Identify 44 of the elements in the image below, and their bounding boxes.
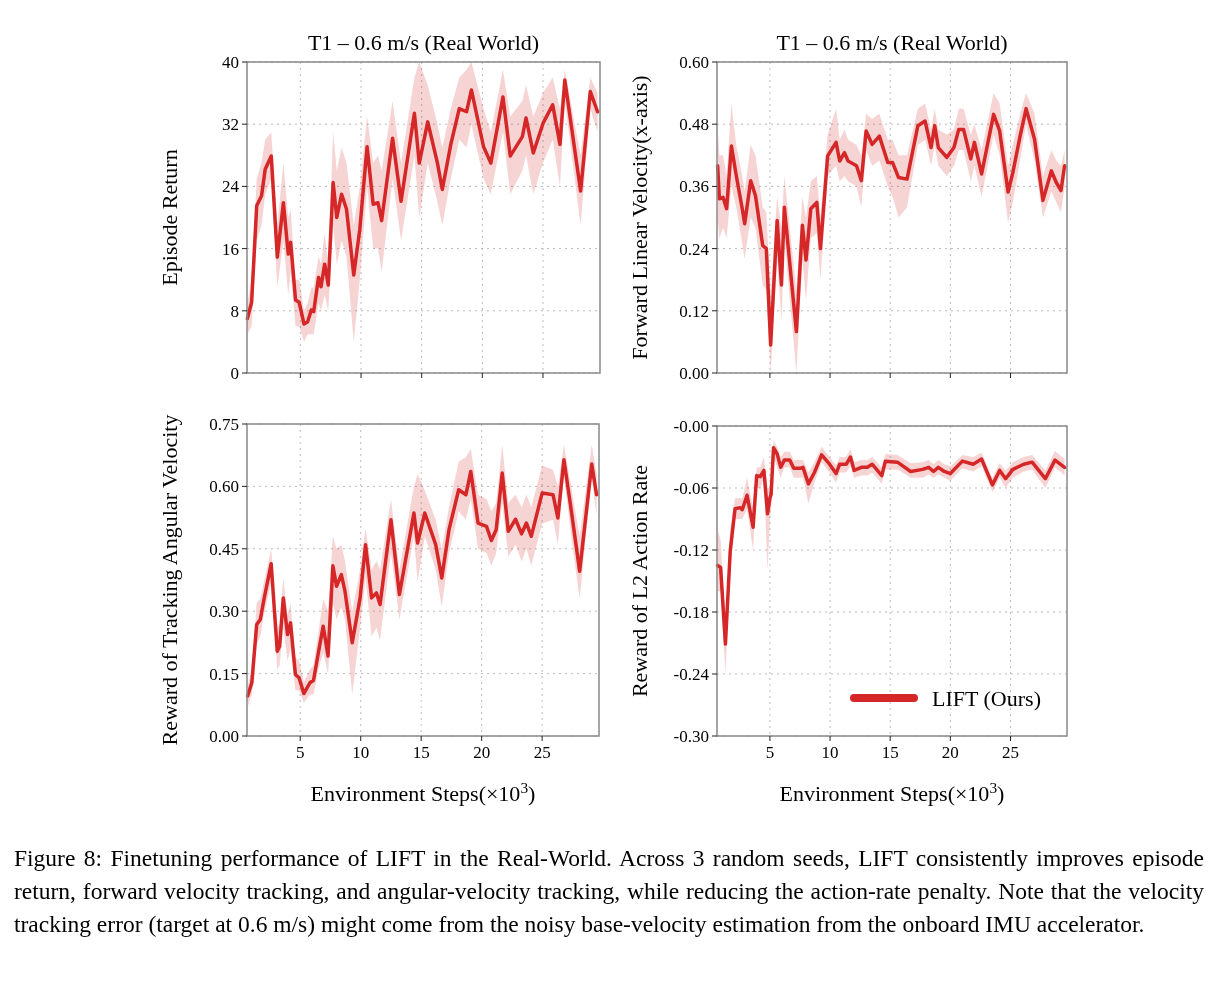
y-tick-label: 16 — [222, 239, 239, 259]
y-tick-label: 0.36 — [679, 177, 709, 197]
y-tick-label: 32 — [222, 115, 239, 135]
y-tick-label: 0.00 — [209, 726, 239, 746]
y-tick-label: 0.45 — [209, 539, 239, 559]
y-tick-label: 0 — [230, 363, 239, 383]
y-tick-label: -0.00 — [673, 416, 709, 436]
x-tick-label: 15 — [881, 743, 899, 762]
x-tick-label: 25 — [1001, 743, 1019, 762]
x-tick-label: 15 — [412, 743, 430, 762]
x-tick-label: 5 — [295, 743, 305, 762]
y-tick-label: 0.48 — [679, 115, 709, 135]
x-tick-label: 20 — [941, 743, 959, 762]
y-tick-label: -0.12 — [673, 540, 709, 560]
y-tick-label: 40 — [222, 52, 239, 72]
y-tick-label: -0.30 — [673, 726, 709, 746]
y-tick-label: 0.15 — [209, 664, 239, 684]
chart-title: T1 – 0.6 m/s (Real World) — [307, 30, 540, 55]
y-axis-title: Reward of L2 Action Rate — [627, 464, 652, 698]
y-tick-label: 0.30 — [209, 602, 239, 622]
y-tick-label: 24 — [222, 177, 240, 197]
y-axis-title: Forward Linear Velocity(x-axis) — [627, 75, 652, 360]
y-tick-label: 0.12 — [679, 301, 709, 321]
x-tick-label: 20 — [473, 743, 491, 762]
x-tick-label: 5 — [765, 743, 775, 762]
legend-label: LIFT (Ours) — [932, 685, 1041, 711]
y-tick-label: 0.00 — [679, 363, 709, 383]
x-tick-label: 10 — [352, 743, 370, 762]
x-axis-title: Environment Steps(×10$^{3}$) — [779, 778, 1005, 806]
y-tick-label: -0.06 — [673, 478, 709, 498]
chart-title: T1 – 0.6 m/s (Real World) — [776, 30, 1008, 55]
y-tick-label: 0.24 — [679, 239, 710, 259]
y-tick-label: -0.24 — [673, 664, 710, 684]
x-axis-title: Environment Steps(×10$^{3}$) — [310, 778, 536, 806]
y-tick-label: 0.60 — [209, 477, 239, 497]
x-tick-label: 10 — [821, 743, 839, 762]
y-tick-label: 0.75 — [209, 414, 239, 434]
y-axis-title: Reward of Tracking Angular Velocity — [157, 414, 182, 746]
y-tick-label: -0.18 — [673, 602, 709, 622]
caption: Figure 8: Finetuning performance of LIFT in the Real-World. Across 3 random seeds, LIFT consistently improves episode return, forward velocity tracking, and angular-velocity tracking, while reducing the action-rate penalty. Note that the velocity tracking error (target at 0.6 m/s) might come from the noisy base-velocity estimation from the onboard IMU accelerator. — [14, 844, 1204, 939]
x-tick-label: 25 — [533, 743, 551, 762]
y-tick-label: 8 — [230, 301, 239, 321]
y-tick-label: 0.60 — [679, 52, 709, 72]
y-axis-title: Episode Return — [157, 149, 182, 286]
